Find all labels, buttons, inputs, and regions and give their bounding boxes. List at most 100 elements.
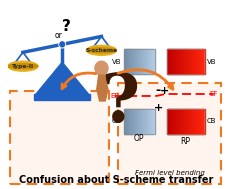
Bar <box>139 49 140 74</box>
Text: OP: OP <box>134 134 144 143</box>
Bar <box>201 109 202 134</box>
Bar <box>188 109 190 134</box>
Bar <box>137 49 139 74</box>
Bar <box>181 109 182 134</box>
Bar <box>154 49 155 74</box>
Bar <box>127 49 128 74</box>
Bar <box>126 109 127 134</box>
Bar <box>138 49 139 74</box>
Bar <box>197 49 198 74</box>
Bar <box>170 109 171 134</box>
Bar <box>148 109 149 134</box>
Bar <box>131 109 132 134</box>
Bar <box>168 49 169 74</box>
Bar <box>192 109 193 134</box>
Bar <box>131 49 132 74</box>
Text: Fermi level bending: Fermi level bending <box>135 170 205 176</box>
Bar <box>143 109 144 134</box>
Bar <box>167 49 204 74</box>
Bar <box>169 49 170 74</box>
Bar <box>135 49 136 74</box>
Bar <box>142 49 143 74</box>
Bar <box>153 49 154 74</box>
Text: EF: EF <box>110 93 119 99</box>
Text: VB: VB <box>207 59 216 65</box>
Bar <box>147 109 148 134</box>
Bar <box>187 49 188 74</box>
Bar <box>152 49 153 74</box>
Bar <box>174 109 176 134</box>
Bar <box>186 49 188 74</box>
Bar <box>201 109 202 134</box>
Bar <box>199 109 200 134</box>
Bar <box>189 49 191 74</box>
Bar <box>174 109 175 134</box>
Bar <box>150 49 151 74</box>
Bar <box>154 109 155 134</box>
Bar <box>126 49 127 74</box>
Bar <box>198 109 199 134</box>
Bar <box>136 109 137 134</box>
Bar <box>176 109 177 134</box>
Bar <box>144 49 145 74</box>
Bar <box>175 49 176 74</box>
Bar <box>151 109 152 134</box>
Text: Type-II: Type-II <box>12 64 34 69</box>
Bar <box>193 109 194 134</box>
Bar <box>144 109 145 134</box>
Bar <box>140 109 142 134</box>
Bar <box>136 109 137 134</box>
Bar <box>139 109 140 134</box>
Bar <box>134 49 135 74</box>
Bar <box>145 49 146 74</box>
Bar <box>127 109 128 134</box>
Bar <box>133 49 134 74</box>
Bar <box>192 49 194 74</box>
Bar <box>137 109 138 134</box>
Bar <box>129 49 130 74</box>
Bar <box>188 49 189 74</box>
Bar <box>130 49 131 74</box>
Bar <box>128 49 129 74</box>
Bar <box>188 109 189 134</box>
Bar <box>139 109 140 134</box>
Bar <box>140 49 141 74</box>
Bar <box>146 109 147 134</box>
Bar <box>186 49 187 74</box>
Polygon shape <box>36 62 88 94</box>
Text: S-scheme: S-scheme <box>86 48 117 53</box>
Bar <box>128 109 129 134</box>
Bar <box>136 49 137 74</box>
Bar <box>147 49 148 74</box>
FancyBboxPatch shape <box>34 94 90 100</box>
Bar <box>167 109 204 134</box>
Bar <box>142 109 144 134</box>
Bar <box>186 109 188 134</box>
Bar <box>181 49 182 74</box>
Bar <box>178 109 179 134</box>
Bar <box>176 49 177 74</box>
Bar <box>141 109 142 134</box>
Bar <box>135 109 136 134</box>
Text: ?: ? <box>101 71 140 136</box>
Polygon shape <box>97 75 108 101</box>
Bar <box>180 49 182 74</box>
Bar <box>145 109 147 134</box>
Bar <box>125 109 126 134</box>
Bar <box>180 109 181 134</box>
Bar <box>124 109 126 134</box>
Bar <box>171 109 173 134</box>
FancyBboxPatch shape <box>118 83 221 184</box>
Bar <box>177 49 178 74</box>
Bar <box>124 109 155 134</box>
Bar <box>184 49 185 74</box>
Bar <box>185 109 186 134</box>
Bar <box>145 49 147 74</box>
Bar <box>152 109 153 134</box>
Bar <box>199 49 200 74</box>
Circle shape <box>59 41 65 48</box>
Ellipse shape <box>86 48 116 53</box>
Bar <box>195 109 196 134</box>
Bar <box>171 49 172 74</box>
Text: ?: ? <box>62 19 70 34</box>
